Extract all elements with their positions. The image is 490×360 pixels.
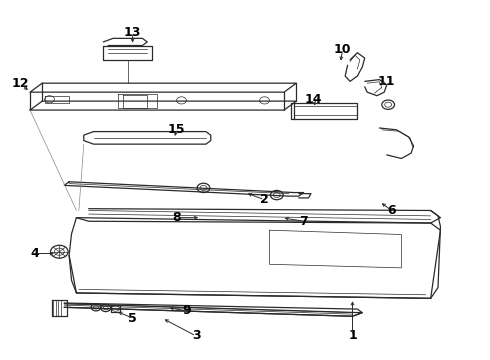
Text: 6: 6 <box>387 204 396 217</box>
Text: 10: 10 <box>334 42 351 55</box>
Text: 3: 3 <box>192 329 200 342</box>
Text: 9: 9 <box>182 305 191 318</box>
Text: 1: 1 <box>348 329 357 342</box>
Text: 5: 5 <box>128 311 137 325</box>
Text: 2: 2 <box>260 193 269 206</box>
Text: 15: 15 <box>168 123 185 136</box>
Text: 12: 12 <box>11 77 29 90</box>
Text: 11: 11 <box>378 75 395 88</box>
Text: 13: 13 <box>124 27 141 40</box>
Text: 4: 4 <box>30 247 39 260</box>
Text: 14: 14 <box>305 93 322 106</box>
Text: 7: 7 <box>299 215 308 228</box>
Text: 8: 8 <box>172 211 181 224</box>
